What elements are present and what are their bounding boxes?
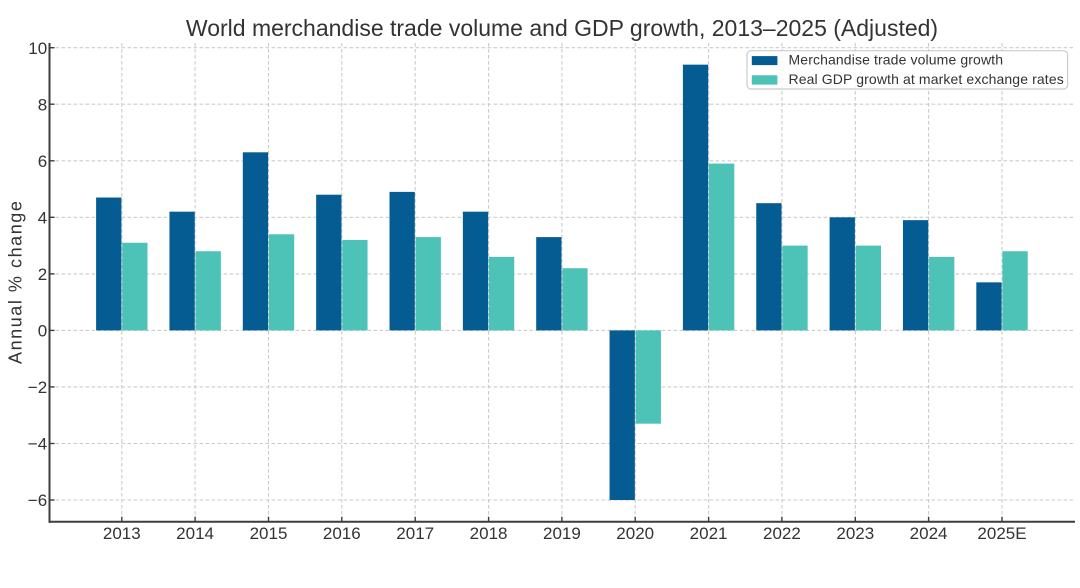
svg-text:2019: 2019: [543, 524, 581, 543]
svg-text:2015: 2015: [250, 524, 288, 543]
svg-text:2018: 2018: [470, 524, 508, 543]
svg-text:−4: −4: [28, 435, 47, 454]
svg-text:Annual % change: Annual % change: [5, 200, 25, 364]
svg-text:Real GDP growth at market exch: Real GDP growth at market exchange rates: [789, 71, 1064, 87]
svg-text:2016: 2016: [323, 524, 361, 543]
svg-text:Merchandise trade volume growt: Merchandise trade volume growth: [789, 52, 1004, 68]
svg-text:2017: 2017: [396, 524, 434, 543]
svg-text:2013: 2013: [103, 524, 141, 543]
svg-text:2021: 2021: [690, 524, 728, 543]
svg-text:2: 2: [38, 265, 47, 284]
svg-text:2025E: 2025E: [977, 524, 1026, 543]
svg-text:10: 10: [28, 39, 47, 58]
svg-text:−2: −2: [28, 378, 47, 397]
svg-text:6: 6: [38, 152, 47, 171]
svg-text:2020: 2020: [616, 524, 654, 543]
svg-text:2024: 2024: [910, 524, 948, 543]
svg-text:0: 0: [38, 322, 47, 341]
svg-text:8: 8: [38, 95, 47, 114]
svg-text:World merchandise trade volume: World merchandise trade volume and GDP g…: [186, 15, 938, 41]
svg-text:2022: 2022: [763, 524, 801, 543]
svg-text:4: 4: [38, 208, 47, 227]
svg-text:2023: 2023: [836, 524, 874, 543]
svg-text:2014: 2014: [176, 524, 214, 543]
svg-text:−6: −6: [28, 491, 47, 510]
